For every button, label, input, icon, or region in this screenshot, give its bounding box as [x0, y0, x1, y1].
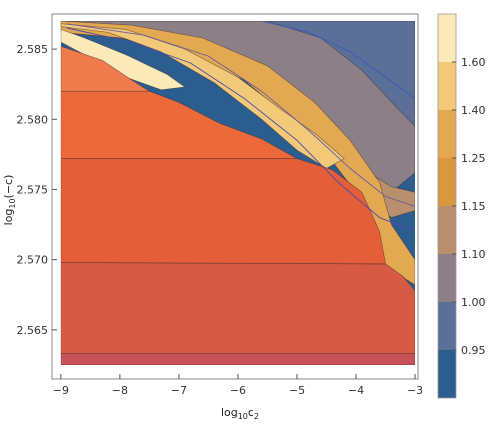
region-bottom-band	[60, 353, 416, 365]
y-axis-label: log10(−c)	[2, 175, 17, 226]
x-tick-label: −4	[348, 384, 364, 397]
colorbar-swatch	[438, 62, 456, 110]
y-axis: 2.565 2.570 2.575 2.580 2.585	[17, 43, 57, 337]
contour-0.95	[261, 21, 416, 99]
colorbar-swatch	[438, 302, 456, 350]
x-tick-label: −6	[230, 384, 246, 397]
colorbar-swatch	[438, 206, 456, 254]
x-axis: −9 −8 −7 −6 −5 −4 −3	[53, 374, 423, 397]
x-axis-label: log10c2	[221, 406, 259, 421]
y-tick-label: 2.575	[17, 183, 49, 196]
x-tick-label: −5	[289, 384, 305, 397]
colorbar-swatch	[438, 254, 456, 302]
colorbar-label: 1.60	[461, 56, 486, 69]
contour-1.60	[66, 27, 416, 233]
colorbar-swatch	[438, 350, 456, 398]
plot-area	[60, 21, 416, 365]
region-mid-red	[60, 158, 386, 265]
region-lower-red	[60, 262, 416, 355]
colorbar: 0.95 1.00 1.10 1.15 1.25 1.40 1.60	[437, 13, 486, 399]
contour-1.40	[66, 23, 416, 207]
y-tick-label: 2.570	[17, 254, 49, 267]
colorbar-label: 1.40	[461, 104, 486, 117]
colorbar-label: 0.95	[461, 344, 486, 357]
region-top-red	[60, 45, 151, 92]
colorbar-label: 1.10	[461, 248, 486, 261]
y-tick-label: 2.585	[17, 43, 49, 56]
colorbar-label: 1.00	[461, 296, 486, 309]
colorbar-label: 1.15	[461, 200, 486, 213]
colorbar-label: 1.25	[461, 152, 486, 165]
x-tick-label: −7	[171, 384, 187, 397]
colorbar-swatch	[438, 14, 456, 62]
x-tick-label: −9	[53, 384, 69, 397]
x-tick-label: −3	[407, 384, 423, 397]
y-tick-label: 2.565	[17, 324, 49, 337]
colorbar-swatch	[438, 110, 456, 158]
region-level-7	[60, 29, 186, 91]
y-tick-label: 2.580	[17, 113, 49, 126]
x-tick-label: −8	[112, 384, 128, 397]
colorbar-swatch	[438, 158, 456, 206]
